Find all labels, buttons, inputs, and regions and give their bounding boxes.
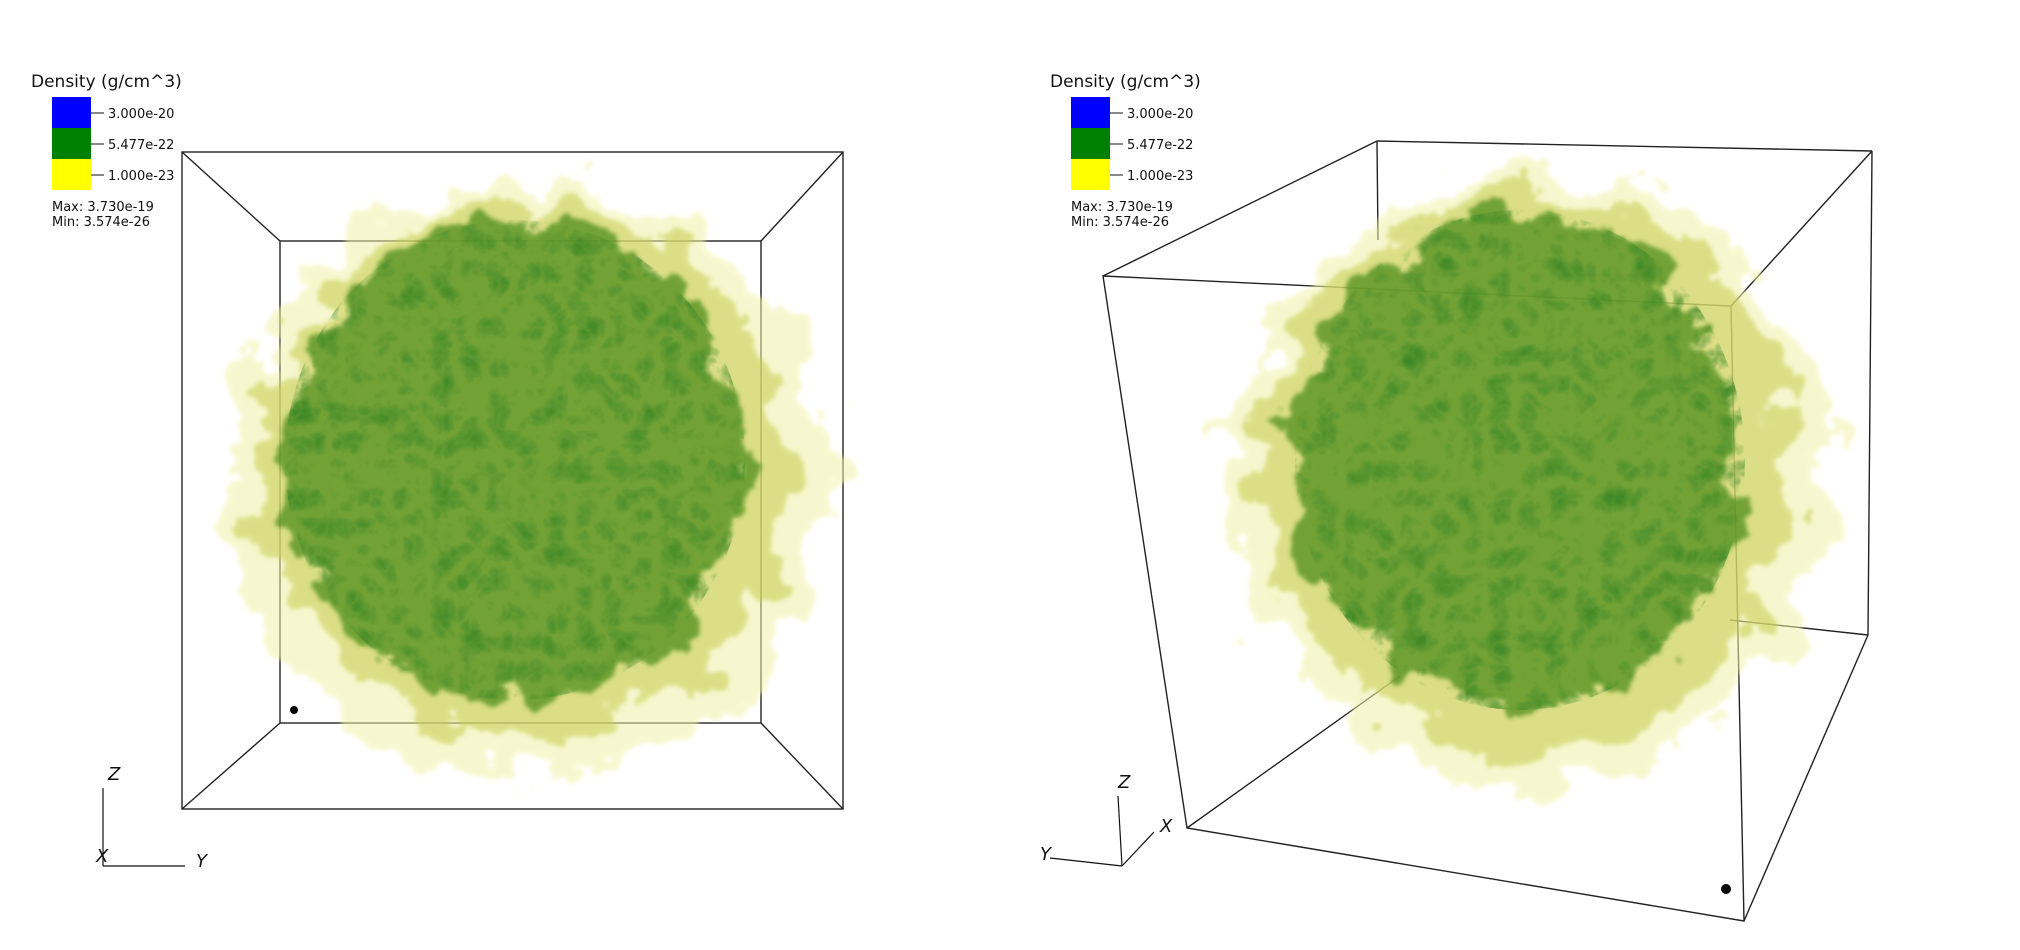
- legend-label: 1.000e-23: [108, 169, 174, 184]
- legend-title: Density (g/cm^3): [31, 72, 182, 92]
- legend-title: Density (g/cm^3): [1050, 72, 1201, 92]
- legend-label: 1.000e-23: [1127, 169, 1193, 184]
- legend-label: 3.000e-20: [108, 107, 174, 122]
- legend-swatch: [1071, 159, 1110, 190]
- axis-label: Z: [107, 764, 121, 785]
- axis-label: Y: [196, 851, 209, 872]
- axis-line: [1117, 795, 1123, 867]
- legend-swatch: [52, 97, 91, 128]
- density-volume: [230, 180, 830, 780]
- legend-swatch: [1071, 97, 1110, 128]
- legend-swatch: [1071, 128, 1110, 159]
- legend-max: Max: 3.730e-19: [52, 200, 154, 215]
- axis-label: Y: [1040, 844, 1053, 865]
- legend-swatch: [52, 159, 91, 190]
- legend-swatch: [52, 128, 91, 159]
- density-volume: [1230, 170, 1830, 894]
- legend-max: Max: 3.730e-19: [1071, 200, 1173, 215]
- legend-label: 3.000e-20: [1127, 107, 1193, 122]
- legend-label: 5.477e-22: [108, 138, 174, 153]
- axis-line: [1049, 857, 1123, 867]
- orientation-axes: Z X Y: [1040, 772, 1173, 867]
- axis-line: [1121, 831, 1155, 867]
- axis-label: Z: [1117, 772, 1131, 793]
- axis-label: X: [1159, 816, 1173, 837]
- color-legend: Density (g/cm^3) 3.000e-20 5.477e-22 1.000e…: [31, 72, 182, 230]
- legend-min: Min: 3.574e-26: [1071, 215, 1169, 230]
- legend-label: 5.477e-22: [1127, 138, 1193, 153]
- color-legend: Density (g/cm^3) 3.000e-20 5.477e-22 1.000e…: [1050, 72, 1201, 230]
- axis-label: X: [95, 846, 109, 867]
- orientation-axes: Z X Y: [95, 764, 209, 872]
- legend-min: Min: 3.574e-26: [52, 215, 150, 230]
